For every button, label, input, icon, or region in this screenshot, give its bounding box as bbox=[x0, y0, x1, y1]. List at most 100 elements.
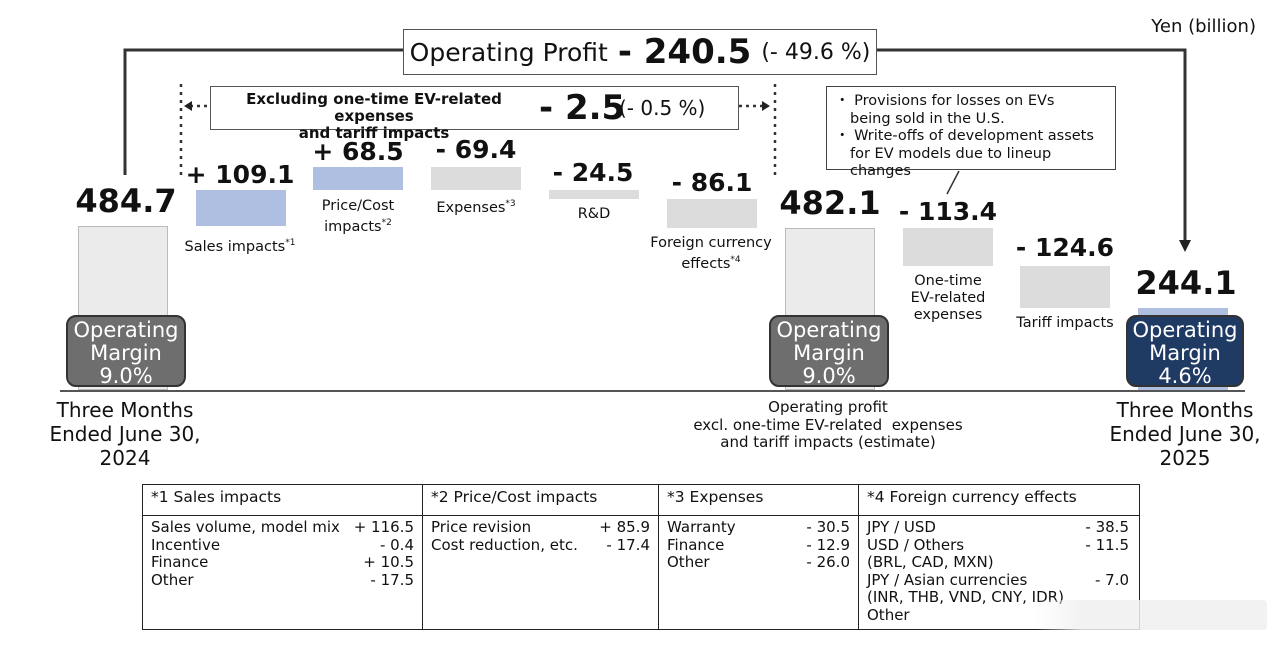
operating-profit-box: Operating Profit - 240.5 (- 49.6 %) bbox=[403, 29, 877, 75]
note-row: Cost reduction, etc. - 17.4 bbox=[431, 535, 650, 555]
mid-margin-line1: Operating bbox=[776, 318, 882, 342]
note-row-label: Price revision bbox=[431, 518, 532, 536]
note-row-value: + 85.9 bbox=[599, 518, 650, 536]
expenses-label: Expenses*3 bbox=[410, 196, 542, 217]
callout-line4: for EV models due to lineup changes bbox=[850, 145, 1052, 180]
note-row-label: Other bbox=[151, 570, 194, 589]
end-value: 244.1 bbox=[1135, 264, 1237, 302]
note-fx-title: *4 Foreign currency effects bbox=[858, 484, 1140, 516]
op-arrow-head bbox=[1179, 240, 1191, 252]
note-row: (INR, THB, VND, CNY, IDR) bbox=[867, 588, 1129, 607]
note-sales-title: *1 Sales impacts bbox=[142, 484, 423, 516]
sales-impacts-label: Sales impacts*1 bbox=[170, 235, 310, 256]
end-period-line3: 2025 bbox=[1159, 446, 1211, 470]
mid-caption-line3: and tariff impacts (estimate) bbox=[720, 433, 936, 451]
end-margin-line2: Margin bbox=[1149, 341, 1221, 365]
note-expenses-title: *3 Expenses bbox=[658, 484, 859, 516]
note-row-value: - 38.5 bbox=[1085, 518, 1129, 536]
note-row: Other - 17.5 bbox=[151, 570, 414, 590]
callout-line2: being sold in the U.S. bbox=[850, 110, 1005, 127]
ev-bar bbox=[903, 228, 993, 266]
excluding-value: - 2.5 bbox=[539, 88, 626, 128]
excl-arrow-left bbox=[184, 101, 192, 111]
note-row-value: - 17.4 bbox=[606, 535, 650, 554]
note-row-value: + 116.5 bbox=[353, 518, 414, 536]
note-row: USD / Others - 11.5 bbox=[867, 535, 1129, 555]
price-cost-note: *2 bbox=[381, 218, 392, 228]
note-row: Warranty - 30.5 bbox=[667, 518, 850, 537]
mid-margin-pct: 9.0% bbox=[802, 364, 856, 388]
expenses-note: *3 bbox=[505, 199, 516, 209]
mid-caption-line2: excl. one-time EV-related expenses bbox=[693, 415, 963, 434]
start-period-line3: 2024 bbox=[99, 446, 151, 470]
note-row-value: - 11.5 bbox=[1085, 535, 1129, 554]
end-period-line2: Ended June 30, bbox=[1109, 422, 1261, 446]
start-margin-pct: 9.0% bbox=[99, 364, 153, 388]
note-row-value: - 26.0 bbox=[806, 553, 850, 571]
start-period-line1: Three Months bbox=[56, 398, 194, 422]
op-bracket-left bbox=[123, 48, 403, 175]
note-row: Sales volume, model mix + 116.5 bbox=[151, 518, 414, 537]
notes-table: *1 Sales impacts *2 Price/Cost impacts *… bbox=[142, 484, 1140, 630]
mid-margin-badge: Operating Margin 9.0% bbox=[769, 315, 889, 388]
note-row-label: Other bbox=[667, 553, 710, 571]
expenses-value: - 69.4 bbox=[435, 135, 517, 164]
expenses-name: Expenses bbox=[436, 199, 506, 216]
ev-callout: ・ Provisions for losses on EVs being sol… bbox=[826, 86, 1116, 179]
operating-profit-value: - 240.5 bbox=[617, 32, 752, 72]
connector-lines bbox=[123, 48, 1191, 252]
note-row-label: Sales volume, model mix bbox=[151, 518, 340, 536]
sales-impacts-value: + 109.1 bbox=[185, 160, 295, 189]
sales-impacts-note: *1 bbox=[285, 238, 296, 248]
fx-label: Foreign currency effects*4 bbox=[636, 235, 786, 273]
excl-arrow-right bbox=[762, 101, 770, 111]
note-row: Other bbox=[867, 605, 1129, 625]
note-row-value: - 12.9 bbox=[806, 535, 850, 554]
end-period-line1: Three Months bbox=[1116, 398, 1254, 422]
note-row-value: + 10.5 bbox=[363, 553, 414, 571]
ev-name-line1: One-time bbox=[914, 273, 982, 289]
price-cost-name-line2: impacts bbox=[324, 218, 382, 235]
start-margin-line1: Operating bbox=[73, 318, 179, 342]
tariff-value: - 124.6 bbox=[1015, 233, 1115, 262]
note-row: Finance + 10.5 bbox=[151, 553, 414, 572]
note-row-label: Warranty bbox=[667, 518, 736, 536]
rd-label: R&D bbox=[577, 206, 611, 222]
end-margin-line1: Operating bbox=[1132, 318, 1238, 342]
callout-line1: ・ Provisions for losses on EVs bbox=[835, 93, 1055, 109]
start-period: Three Months Ended June 30, 2024 bbox=[35, 398, 215, 470]
expenses-bar bbox=[431, 167, 521, 190]
note-row-label: Incentive bbox=[151, 535, 221, 554]
ev-name-line2: EV-related bbox=[910, 290, 986, 306]
note-row: JPY / USD - 38.5 bbox=[867, 518, 1129, 537]
start-margin-line2: Margin bbox=[90, 341, 162, 365]
fx-name-line1: Foreign currency bbox=[650, 235, 772, 251]
note-row: Other - 26.0 bbox=[667, 553, 850, 572]
note-row-label: (BRL, CAD, MXN) bbox=[867, 553, 994, 571]
note-row: Price revision + 85.9 bbox=[431, 518, 650, 537]
note-price-cell: Price revision + 85.9 Cost reduction, etc… bbox=[422, 515, 659, 630]
end-margin-badge: Operating Margin 4.6% bbox=[1126, 315, 1244, 388]
price-cost-value: + 68.5 bbox=[312, 137, 404, 166]
operating-profit-pct: (- 49.6 %) bbox=[761, 39, 871, 65]
end-margin-pct: 4.6% bbox=[1158, 364, 1212, 388]
sales-impacts-bar bbox=[196, 190, 286, 226]
note-row-label: Finance bbox=[667, 535, 725, 554]
note-expenses-cell: Warranty - 30.5 Finance - 12.9 Other - 26.0 bbox=[658, 515, 859, 630]
note-row-label: (INR, THB, VND, CNY, IDR) bbox=[867, 588, 1064, 606]
note-row: Finance - 12.9 bbox=[667, 535, 850, 555]
op-bracket-right bbox=[875, 48, 1187, 242]
mid-value: 482.1 bbox=[779, 184, 881, 222]
mid-caption: Operating profit excl. one-time EV-relat… bbox=[668, 398, 988, 452]
note-row-value: - 7.0 bbox=[1094, 570, 1129, 589]
start-value: 484.7 bbox=[75, 182, 177, 220]
unit-label: Yen (billion) bbox=[1151, 16, 1256, 37]
start-period-line2: Ended June 30, bbox=[49, 422, 201, 446]
callout-pointer bbox=[946, 170, 960, 195]
price-cost-name-line1: Price/Cost bbox=[321, 198, 395, 214]
note-row-label: Other bbox=[867, 605, 910, 624]
excluding-label-line1: Excluding one-time EV-related expenses bbox=[246, 90, 502, 125]
note-row-value: - 30.5 bbox=[806, 518, 850, 536]
rd-value: - 24.5 bbox=[552, 158, 634, 187]
note-row-label: USD / Others bbox=[867, 535, 965, 554]
